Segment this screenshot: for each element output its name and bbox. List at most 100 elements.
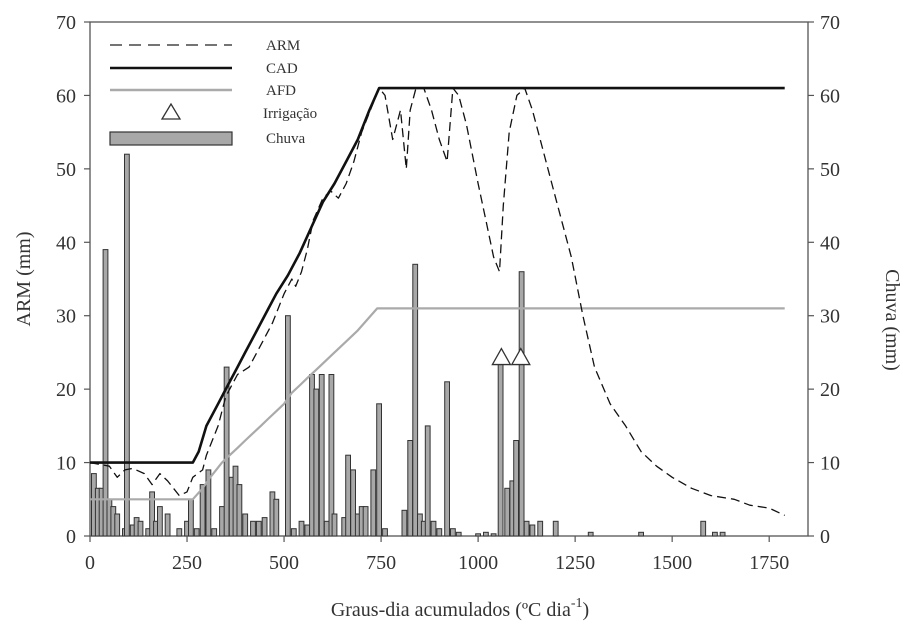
x-axis: 0 250 500 750 1000 1250 1500 1750 — [85, 536, 789, 574]
rain-bar-31 — [255, 520, 262, 537]
rain-bar-13 — [149, 491, 155, 537]
x-tick-label-1500: 1500 — [652, 552, 692, 574]
rain-bar-44 — [331, 513, 338, 537]
x-tick-label-1000: 1000 — [458, 552, 498, 574]
y-axis-left-label: ARM (mm) — [13, 232, 35, 327]
rain-bar-28 — [236, 484, 243, 537]
legend-irrigation-label: Irrigação — [263, 106, 317, 122]
y2-tick-label-0: 0 — [820, 526, 830, 548]
legend: ARM CAD AFD Irrigação Chuva — [109, 38, 317, 147]
rain-bar-77 — [587, 531, 594, 537]
rain-bar-76 — [552, 520, 559, 537]
rain-bar-75 — [537, 520, 544, 537]
rain-bar-3 — [102, 249, 109, 537]
legend-irrigation-triangle-icon — [160, 102, 182, 120]
rain-bar-61 — [436, 528, 443, 537]
x-tick-label-1250: 1250 — [555, 552, 595, 574]
rain-bar-81 — [719, 531, 726, 537]
rain-bar-15 — [157, 506, 163, 537]
rain-bar-22 — [205, 469, 212, 537]
rain-bar-50 — [362, 506, 369, 537]
rain-bar-41 — [318, 374, 325, 537]
series-afd-line — [90, 307, 785, 501]
series-arm-line — [89, 87, 785, 516]
rain-bar-42 — [323, 520, 330, 537]
rain-bar-55 — [407, 440, 414, 537]
legend-rain-swatch — [109, 131, 233, 146]
y-tick-label-70: 70 — [56, 12, 76, 34]
y-axis-left: 0 10 20 30 40 50 60 70 — [56, 12, 90, 548]
rain-bar-67 — [490, 533, 497, 537]
rain-bar-20 — [193, 528, 200, 537]
rain-bar-68 — [497, 359, 504, 537]
x-axis-label: Graus-dia acumulados (ºC dia-1) — [331, 596, 589, 621]
y-tick-label-20: 20 — [56, 379, 76, 401]
x-tick-label-250: 250 — [172, 552, 202, 574]
series-cad-line — [90, 86, 785, 464]
rain-bar-47 — [350, 469, 357, 537]
rain-bar-51 — [370, 469, 377, 537]
rain-bar-60 — [430, 520, 437, 537]
rain-bar-72 — [518, 271, 525, 537]
rain-bar-66 — [483, 531, 489, 537]
rain-bar-37 — [298, 520, 305, 537]
rain-bar-53 — [382, 528, 388, 537]
rain-bar-11 — [137, 520, 144, 537]
rain-bar-30 — [250, 520, 256, 537]
y-tick-label-40: 40 — [56, 232, 76, 254]
rain-bar-69 — [504, 487, 511, 537]
rain-bars — [91, 153, 726, 537]
legend-afd-label: AFD — [266, 83, 296, 99]
x-tick-label-1750: 1750 — [749, 552, 789, 574]
rain-bar-16 — [164, 513, 171, 537]
legend-rain-label: Chuva — [266, 131, 306, 147]
rain-bar-25 — [223, 366, 230, 537]
rain-bar-34 — [273, 498, 280, 537]
rain-bar-21 — [199, 484, 206, 537]
series-lines — [89, 86, 785, 516]
rain-bar-6 — [114, 513, 121, 537]
y-tick-label-60: 60 — [56, 85, 76, 107]
irrigation-triangle-icon-0 — [491, 347, 512, 366]
x-tick-label-750: 750 — [366, 552, 396, 574]
y2-tick-label-70: 70 — [820, 12, 840, 34]
rain-bar-17 — [176, 528, 183, 537]
rain-bar-65 — [475, 533, 482, 537]
rain-bar-43 — [328, 374, 335, 537]
y2-tick-label-40: 40 — [820, 232, 840, 254]
rain-bar-46 — [345, 454, 352, 537]
rain-bar-35 — [285, 315, 291, 537]
rain-bar-24 — [219, 506, 225, 537]
y-axis-right: 0 10 20 30 40 50 60 70 — [808, 12, 840, 548]
rain-bar-32 — [261, 517, 268, 537]
rain-bar-63 — [450, 528, 456, 537]
rain-bar-29 — [242, 513, 249, 537]
rain-bar-59 — [424, 425, 431, 537]
rain-bar-52 — [376, 403, 383, 537]
irrigation-markers — [491, 347, 531, 366]
y-tick-label-30: 30 — [56, 306, 76, 328]
irrigation-triangle-icon-1 — [510, 347, 531, 366]
x-tick-label-500: 500 — [269, 552, 299, 574]
legend-cad-label: CAD — [266, 61, 298, 77]
rain-bar-23 — [211, 528, 218, 537]
rain-bar-36 — [290, 528, 297, 537]
rain-bar-78 — [638, 531, 645, 537]
rain-bar-71 — [513, 440, 520, 537]
y-tick-label-0: 0 — [66, 526, 76, 548]
rain-bar-73 — [523, 520, 530, 537]
x-axis-label-main: Graus-dia acumulados (ºC dia — [331, 599, 571, 621]
rain-bar-80 — [712, 531, 718, 537]
y-tick-label-50: 50 — [56, 159, 76, 181]
x-tick-label-0: 0 — [85, 552, 95, 574]
y-tick-label-10: 10 — [56, 453, 76, 475]
y2-tick-label-20: 20 — [820, 379, 840, 401]
rain-bar-19 — [188, 498, 194, 537]
rain-bar-38 — [304, 524, 311, 537]
x-axis-label-superscript: -1 — [571, 596, 583, 611]
rain-bar-40 — [313, 388, 320, 537]
rain-bar-64 — [455, 531, 462, 537]
y2-tick-label-60: 60 — [820, 85, 840, 107]
legend-arm-label: ARM — [266, 38, 300, 54]
